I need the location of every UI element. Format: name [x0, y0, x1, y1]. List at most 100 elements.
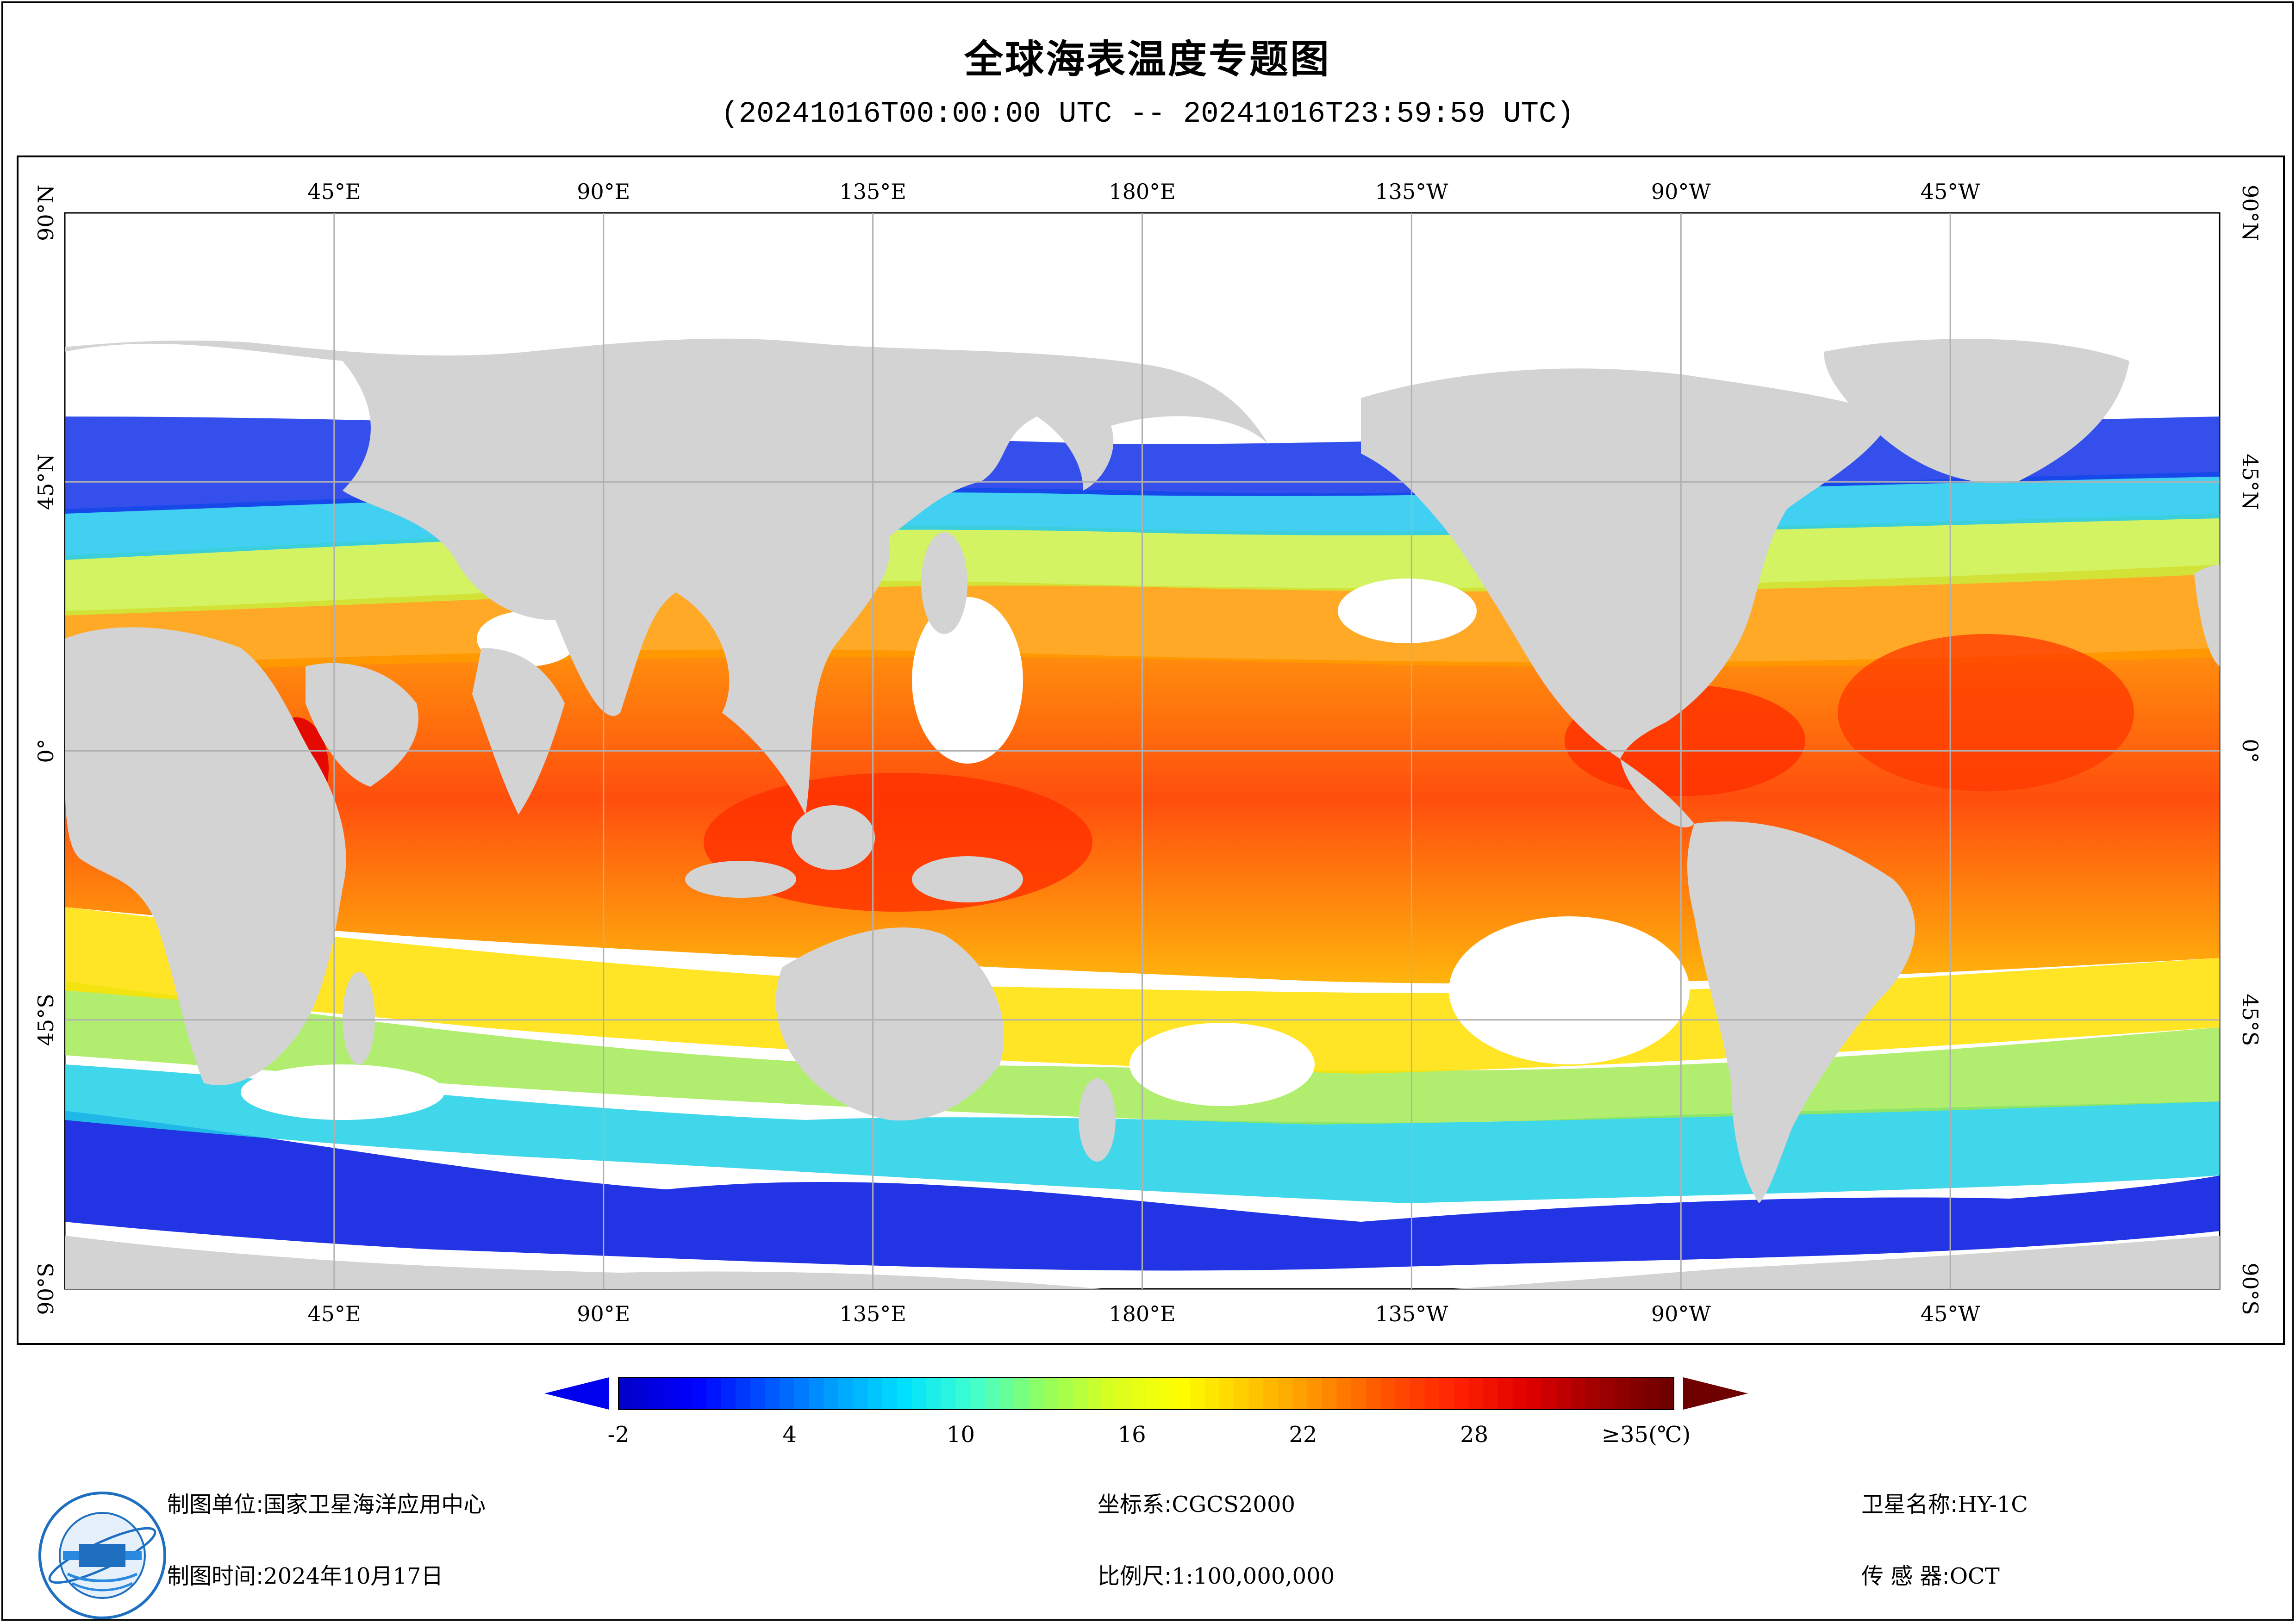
longitude-label-top: 180°E [1109, 179, 1175, 204]
legend-color-bin [721, 1377, 736, 1410]
map-title: 全球海表温度专题图 [964, 37, 1331, 82]
legend-color-bin [692, 1377, 707, 1410]
legend-tick-label: 10 [947, 1422, 975, 1448]
time-range-subtitle: (20241016T00:00:00 UTC -- 20241016T23:59… [721, 98, 1574, 131]
longitude-label-top: 45°E [307, 179, 361, 204]
land-greenland [1824, 339, 2129, 483]
sst-atlantic-warm-pool [1838, 634, 2134, 791]
legend-color-bin [1630, 1377, 1645, 1410]
legend-color-bin [1029, 1377, 1044, 1410]
legend-color-bin [1087, 1377, 1103, 1410]
longitude-label-top: 135°W [1375, 179, 1448, 204]
legend-color-bin [662, 1377, 678, 1410]
land-europe-west [2194, 565, 2220, 666]
legend-color-bin [1146, 1377, 1161, 1410]
legend-min-arrow [544, 1377, 609, 1410]
legend-frame [618, 1377, 1674, 1410]
legend-color-bin [1336, 1377, 1352, 1410]
mapping-time: 制图时间:2024年10月17日 [167, 1558, 443, 1590]
legend-color-bin [1219, 1377, 1235, 1410]
sst-map: 45°E 45°E 90°E 90°E 135°E 135°E 180°E 180°E 135°… [33, 179, 2263, 1326]
legend-color-bin [999, 1377, 1015, 1410]
longitude-label-bottom: 90°W [1651, 1301, 1711, 1326]
cloud-gap [241, 1064, 444, 1120]
legend-color-bin [765, 1377, 780, 1410]
legend-color-bin [867, 1377, 883, 1410]
legend-color-bin [1600, 1377, 1616, 1410]
legend-color-bin [941, 1377, 956, 1410]
land-madagascar [343, 972, 375, 1064]
legend-color-bin [1556, 1377, 1572, 1410]
legend-color-bin [970, 1377, 986, 1410]
legend-tick-label: ≥35(℃) [1602, 1422, 1691, 1448]
map-frame: 45°E 45°E 90°E 90°E 135°E 135°E 180°E 180°E 135°… [17, 155, 2285, 1345]
legend-color-bin [1263, 1377, 1279, 1410]
latitude-label-left: 0° [33, 739, 58, 763]
legend-color-bin [1468, 1377, 1484, 1410]
legend-color-bin [1248, 1377, 1264, 1410]
land-new-zealand [1079, 1078, 1116, 1162]
mapping-time-value: 2024年10月17日 [263, 1563, 443, 1589]
scale-label: 比例尺: [1098, 1563, 1172, 1589]
legend-color-bin [677, 1377, 692, 1410]
legend-color-bin [1615, 1377, 1630, 1410]
longitude-label-bottom: 45°W [1921, 1301, 1981, 1326]
legend-color-bin [633, 1377, 648, 1410]
cloud-gap [912, 597, 1023, 764]
latitude-label-right: 90°S [2238, 1262, 2263, 1315]
latitude-label-left: 90°N [33, 185, 58, 241]
satellite-label: 卫星名称: [1861, 1492, 1958, 1517]
legend-color-bin [926, 1377, 942, 1410]
legend-color-bin [1117, 1377, 1132, 1410]
nsoas-logo-icon [38, 1492, 166, 1619]
map-scale: 比例尺:1:100,000,000 [1098, 1558, 1335, 1590]
legend-color-bin [1644, 1377, 1660, 1410]
land-eurasia [65, 338, 1268, 815]
legend-color-bin [897, 1377, 912, 1410]
legend-color-bin [1380, 1377, 1396, 1410]
longitude-label-bottom: 45°E [307, 1301, 361, 1326]
legend-color-bin [1542, 1377, 1557, 1410]
legend-color-bin [1410, 1377, 1425, 1410]
legend-color-bin [1424, 1377, 1440, 1410]
sensor-label: 传 感 器: [1861, 1563, 1950, 1589]
legend-color-bin [985, 1377, 1000, 1410]
latitude-label-left: 90°S [33, 1262, 58, 1315]
legend-tick-label: 28 [1460, 1422, 1488, 1448]
legend-color-bin [1571, 1377, 1586, 1410]
legend-color-bins [618, 1377, 1674, 1410]
legend-color-bin [1043, 1377, 1059, 1410]
legend-color-bin [1204, 1377, 1220, 1410]
latitude-label-left: 45°S [33, 994, 58, 1046]
legend-color-bin [1659, 1377, 1674, 1410]
legend-color-bin [1395, 1377, 1410, 1410]
legend-color-bin [882, 1377, 898, 1410]
mapping-unit: 制图单位:国家卫星海洋应用中心 [167, 1486, 486, 1518]
land-australia [776, 927, 1004, 1121]
legend-color-bin [1512, 1377, 1528, 1410]
mapping-unit-value: 国家卫星海洋应用中心 [263, 1492, 486, 1517]
longitude-label-bottom: 135°E [839, 1301, 906, 1326]
sst-color-legend: -2 4 10 16 22 28 ≥35(℃) [544, 1377, 1748, 1448]
coordinate-system: 坐标系:CGCS2000 [1098, 1486, 1295, 1518]
crs-value: CGCS2000 [1172, 1492, 1296, 1517]
legend-color-bin [1160, 1377, 1176, 1410]
longitude-label-bottom: 90°E [577, 1301, 630, 1326]
legend-max-arrow [1683, 1377, 1748, 1410]
graticule [65, 213, 2220, 1289]
legend-color-bin [780, 1377, 795, 1410]
legend-color-bin [1175, 1377, 1191, 1410]
legend-tick-label: 22 [1289, 1422, 1317, 1448]
legend-tick-label: 16 [1118, 1422, 1146, 1448]
legend-color-bin [1586, 1377, 1601, 1410]
land-africa [65, 627, 346, 1086]
legend-color-bin [1351, 1377, 1366, 1410]
sensor-name: 传 感 器:OCT [1861, 1558, 2000, 1590]
legend-color-bin [809, 1377, 824, 1410]
legend-color-bin [1527, 1377, 1542, 1410]
legend-color-bin [1454, 1377, 1469, 1410]
legend-color-bin [911, 1377, 927, 1410]
legend-color-bin [1014, 1377, 1029, 1410]
legend-color-bin [955, 1377, 971, 1410]
